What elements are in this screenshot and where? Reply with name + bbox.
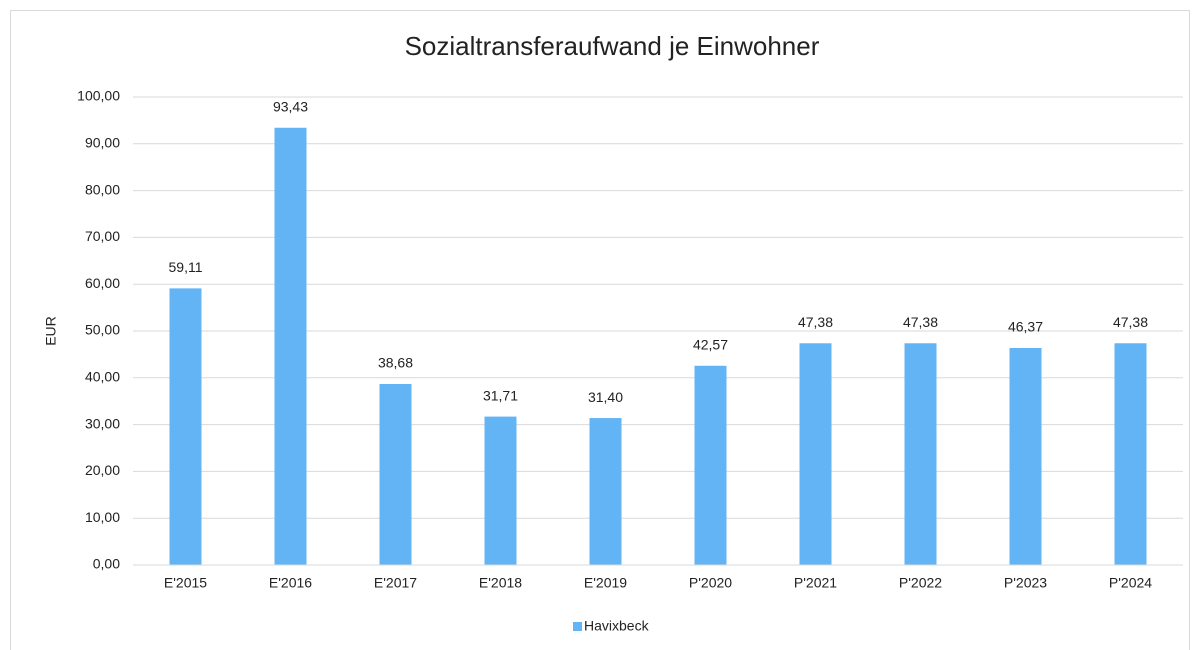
data-label: 47,38: [1113, 314, 1148, 330]
bar: [484, 416, 517, 565]
bar: [1009, 347, 1042, 565]
data-label: 47,38: [798, 314, 833, 330]
bar: [589, 418, 622, 565]
data-label: 46,37: [1008, 319, 1043, 335]
data-label: 47,38: [903, 314, 938, 330]
data-label: 38,68: [378, 355, 413, 371]
data-label: 31,71: [483, 387, 518, 403]
bar: [799, 343, 832, 565]
y-tick-label: 20,00: [85, 462, 120, 478]
y-tick-label: 80,00: [85, 181, 120, 197]
bar: [274, 127, 307, 566]
x-tick-label: E'2015: [164, 575, 207, 591]
y-axis-label: EUR: [43, 316, 59, 346]
data-label: 42,57: [693, 336, 728, 352]
y-tick-label: 70,00: [85, 228, 120, 244]
y-tick-label: 40,00: [85, 369, 120, 385]
x-tick-label: P'2022: [899, 575, 942, 591]
x-tick-label: P'2024: [1109, 575, 1152, 591]
x-tick-label: P'2020: [689, 575, 732, 591]
x-tick-label: E'2017: [374, 575, 417, 591]
chart-title: Sozialtransferaufwand je Einwohner: [405, 31, 820, 61]
legend-label: Havixbeck: [584, 618, 650, 634]
data-label: 93,43: [273, 98, 308, 114]
bar: [1114, 343, 1147, 565]
y-tick-label: 30,00: [85, 415, 120, 431]
legend-swatch: [573, 622, 582, 631]
y-tick-label: 50,00: [85, 322, 120, 338]
y-tick-label: 90,00: [85, 135, 120, 151]
bar: [379, 383, 412, 565]
x-tick-label: E'2019: [584, 575, 627, 591]
x-tick-label: E'2016: [269, 575, 312, 591]
y-tick-label: 10,00: [85, 509, 120, 525]
bar: [169, 288, 202, 565]
y-tick-label: 60,00: [85, 275, 120, 291]
data-label: 59,11: [169, 259, 203, 275]
y-tick-label: 100,00: [77, 88, 120, 104]
bar: [904, 343, 937, 565]
x-tick-label: P'2023: [1004, 575, 1047, 591]
data-label: 31,40: [588, 389, 623, 405]
bar: [694, 365, 727, 565]
x-tick-label: E'2018: [479, 575, 522, 591]
y-tick-label: 0,00: [93, 556, 120, 572]
x-tick-label: P'2021: [794, 575, 837, 591]
